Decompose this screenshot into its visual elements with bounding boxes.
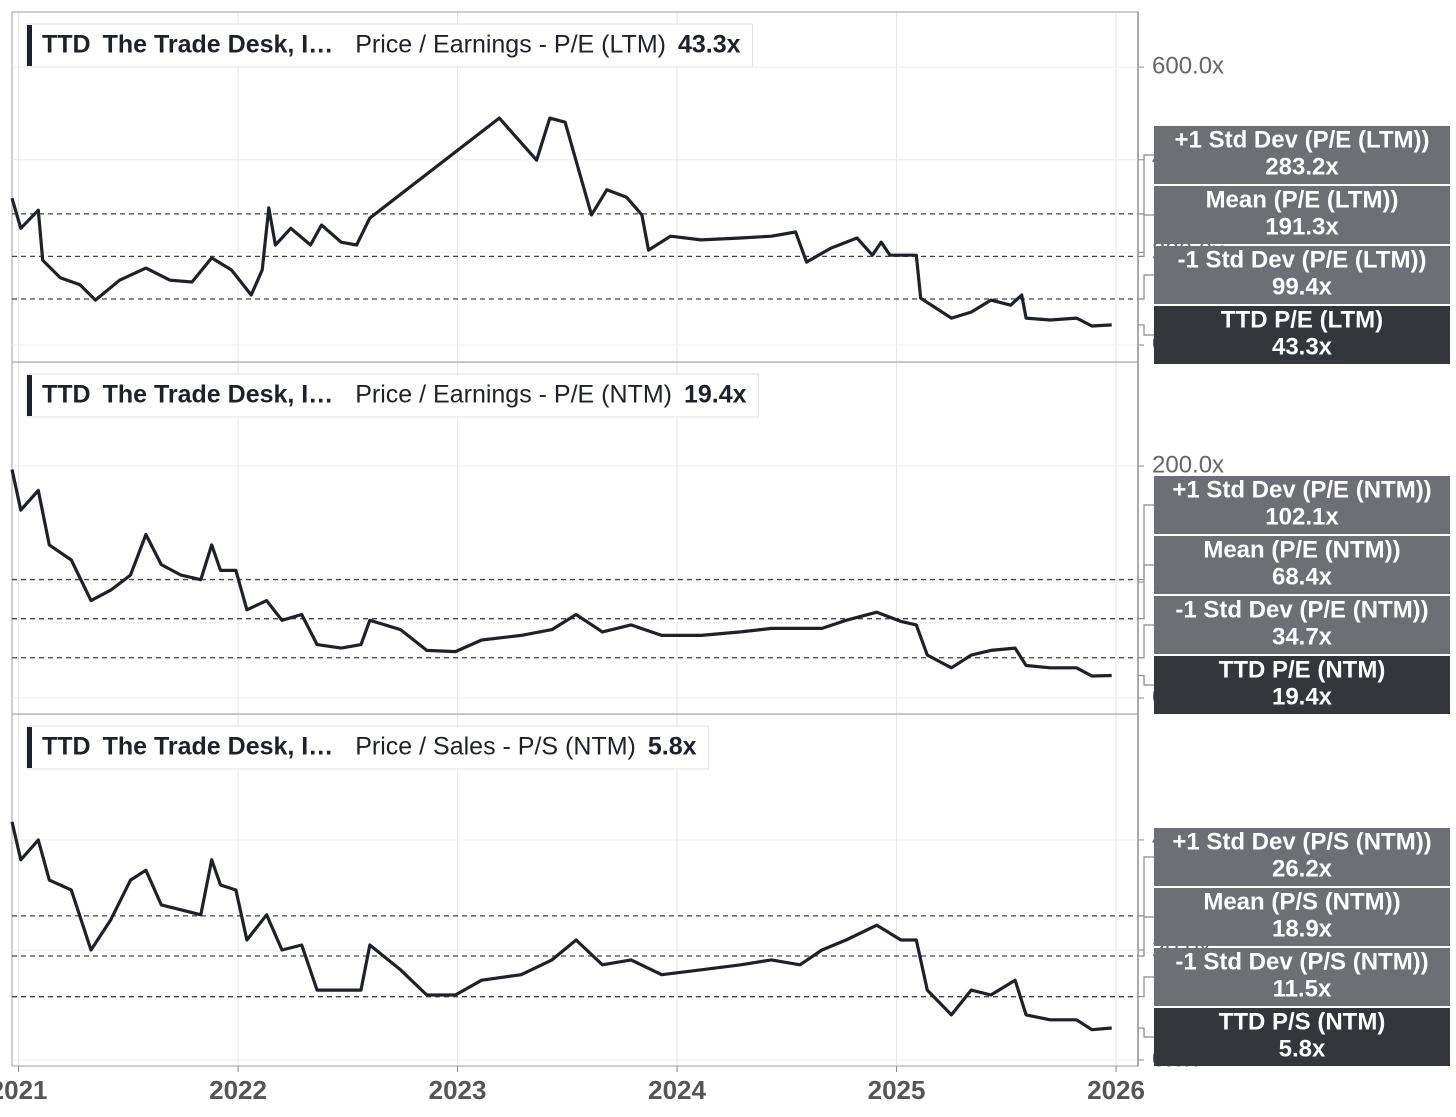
stat-connector [1138,564,1154,620]
header-text: The Trade Desk, I… [103,381,334,409]
header-box: TTD The Trade Desk, I… Price / Earnings - … [26,23,754,68]
stat-connector [1138,274,1154,300]
header-bg [26,23,754,68]
stat-box [1154,126,1450,184]
stat-label: +1 Std Dev (P/S (NTM)) [1172,828,1431,855]
stat-connector [1138,976,1154,998]
stat-box [1154,476,1450,534]
header-text: TTD [42,31,91,59]
stat-box [1154,948,1450,1006]
stat-box [1154,596,1450,654]
stat-label: Mean (P/E (NTM)) [1203,536,1400,563]
stat-value: 34.7x [1272,623,1333,650]
stat-connector [1138,856,1154,917]
header-text: Price / Earnings - P/E (NTM) [355,381,672,409]
stat-label: TTD P/S (NTM) [1219,1008,1386,1035]
stat-label: Mean (P/E (LTM)) [1206,186,1399,213]
stat-box [1154,186,1450,244]
stat-connector [1138,916,1154,957]
stat-label: -1 Std Dev (P/E (LTM)) [1178,246,1427,273]
stat-value: 68.4x [1272,563,1333,590]
header-box: TTD The Trade Desk, I… Price / Sales - P/S… [26,725,710,770]
stat-connector [1138,214,1154,258]
y-tick-label: 600.0x [1152,52,1224,79]
stat-box [1154,828,1450,886]
stat-connector [1138,504,1154,581]
x-tick-label: 2026 [1087,1075,1145,1105]
series-line [10,116,1112,328]
stat-label: TTD P/E (LTM) [1221,306,1383,333]
stat-value: 43.3x [1272,333,1333,360]
header-text: TTD [42,381,91,409]
header-text: Price / Sales - P/S (NTM) [355,733,636,761]
ui-layer: 2021202220232024202520260.0x200.0x400.0x… [0,12,1450,1105]
stat-connector [1138,154,1154,215]
stat-label: +1 Std Dev (P/E (LTM)) [1175,126,1430,153]
stat-connector [1138,1027,1154,1038]
stat-value: 5.8x [1279,1035,1326,1062]
stat-value: 11.5x [1273,975,1332,1002]
stat-value: 283.2x [1265,153,1339,180]
header-text: The Trade Desk, I… [103,733,334,761]
stat-box [1154,306,1450,364]
stat-label: -1 Std Dev (P/E (NTM)) [1175,596,1428,623]
x-tick-label: 2021 [0,1075,48,1105]
x-tick-label: 2023 [429,1075,487,1105]
header-text: 5.8x [648,733,697,761]
stat-box [1154,656,1450,714]
stat-box [1154,888,1450,946]
header-accent [27,25,32,66]
stat-label: -1 Std Dev (P/S (NTM)) [1175,948,1428,975]
stat-box [1154,1008,1450,1066]
stat-value: 102.1x [1265,503,1339,530]
stat-value: 26.2x [1272,855,1333,882]
line-layer [10,116,1112,1032]
header-text: TTD [42,733,91,761]
header-box: TTD The Trade Desk, I… Price / Earnings - … [26,373,760,418]
stat-box [1154,536,1450,594]
stat-label: +1 Std Dev (P/E (NTM)) [1172,476,1431,503]
header-text: Price / Earnings - P/E (LTM) [355,31,666,59]
stat-value: 18.9x [1272,915,1333,942]
stat-value: 99.4x [1272,273,1333,300]
x-tick-label: 2025 [868,1075,926,1105]
stat-label: TTD P/E (NTM) [1219,656,1386,683]
stat-connector [1138,324,1154,336]
stat-value: 19.4x [1272,683,1333,710]
x-tick-label: 2022 [209,1075,267,1105]
x-tick-label: 2024 [648,1075,706,1105]
header-text: 43.3x [678,31,741,59]
header-accent [27,375,32,416]
series-line [10,821,1112,1032]
header-bg [26,373,760,418]
stat-value: 191.3x [1265,213,1339,240]
series-line [10,469,1112,678]
header-accent [27,727,32,768]
header-text: The Trade Desk, I… [103,31,334,59]
stat-connector [1138,674,1154,686]
stat-connector [1138,624,1154,659]
header-text: 19.4x [684,381,747,409]
y-tick-label: 200.0x [1152,451,1224,478]
stat-label: Mean (P/S (NTM)) [1203,888,1400,915]
stat-box [1154,246,1450,304]
